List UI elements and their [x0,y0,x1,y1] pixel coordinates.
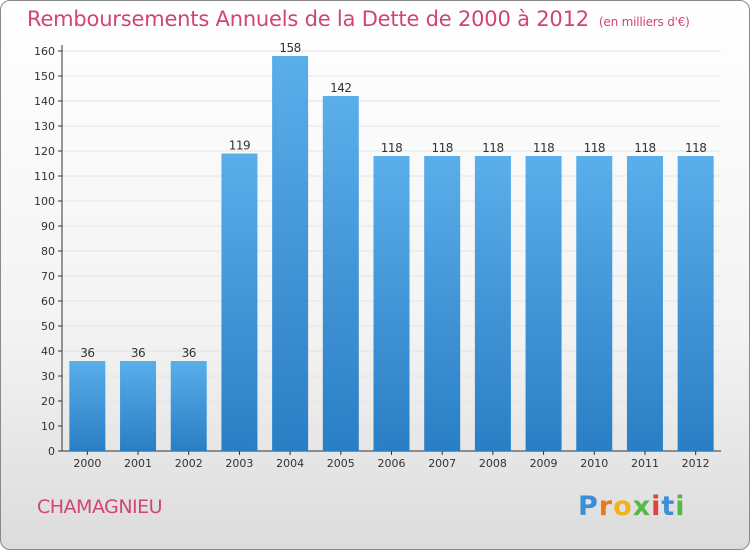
bar-value-label: 36 [131,346,145,360]
y-tick-label: 90 [41,220,55,233]
bar [525,156,562,451]
y-tick-label: 130 [34,120,55,133]
logo-letter: i [675,491,686,522]
x-tick-label: 2012 [682,457,710,470]
y-tick-label: 140 [34,95,55,108]
bar-value-label: 118 [685,141,706,155]
bar [677,156,714,451]
commune-name: CHAMAGNIEU [37,496,163,518]
bar [221,153,258,451]
bar [322,96,359,451]
y-tick-label: 70 [41,270,55,283]
logo-letter: t [661,491,676,522]
y-tick-label: 30 [41,370,55,383]
x-tick-label: 2004 [276,457,304,470]
x-tick-label: 2008 [479,457,507,470]
y-tick-label: 20 [41,395,55,408]
bar [170,361,207,451]
y-tick-label: 50 [41,320,55,333]
bar-value-label: 142 [330,81,351,95]
y-tick-label: 10 [41,420,55,433]
bar-value-label: 158 [279,41,300,55]
proxiti-logo[interactable]: Proxiti [578,491,686,522]
x-tick-label: 2009 [530,457,558,470]
y-tick-label: 120 [34,145,55,158]
y-tick-label: 60 [41,295,55,308]
chart-title: Remboursements Annuels de la Dette de 20… [27,7,690,31]
bar [373,156,410,451]
bar-value-label: 118 [584,141,605,155]
x-tick-label: 2001 [124,457,152,470]
bar-value-label: 36 [80,346,94,360]
y-tick-label: 160 [34,45,55,58]
x-tick-label: 2003 [225,457,253,470]
y-tick-label: 110 [34,170,55,183]
x-tick-label: 2006 [378,457,406,470]
logo-letter: x [632,491,652,522]
bar-value-label: 119 [229,139,250,153]
y-tick-label: 80 [41,245,55,258]
chart-title-text: Remboursements Annuels de la Dette de 20… [27,7,589,31]
bar [474,156,511,451]
bar [576,156,613,451]
x-tick-label: 2011 [631,457,659,470]
logo-letter: o [613,491,633,522]
logo-letter: P [578,491,599,522]
x-tick-label: 2010 [580,457,608,470]
bar [424,156,461,451]
x-tick-label: 2005 [327,457,355,470]
bar [272,56,309,451]
bar-value-label: 118 [431,141,452,155]
y-tick-label: 40 [41,345,55,358]
logo-letter: r [598,491,614,522]
bar-value-label: 118 [634,141,655,155]
bar [626,156,663,451]
bar-value-label: 118 [381,141,402,155]
x-tick-label: 2007 [428,457,456,470]
x-tick-label: 2002 [175,457,203,470]
bar-value-label: 118 [533,141,554,155]
bar [120,361,157,451]
bar [69,361,106,451]
logo-letter: i [651,491,662,522]
bar-value-label: 118 [482,141,503,155]
chart-subtitle: (en milliers d'€) [598,15,690,29]
y-tick-label: 100 [34,195,55,208]
y-tick-label: 150 [34,70,55,83]
y-tick-label: 0 [48,445,55,458]
bar-value-label: 36 [182,346,196,360]
x-tick-label: 2000 [73,457,101,470]
